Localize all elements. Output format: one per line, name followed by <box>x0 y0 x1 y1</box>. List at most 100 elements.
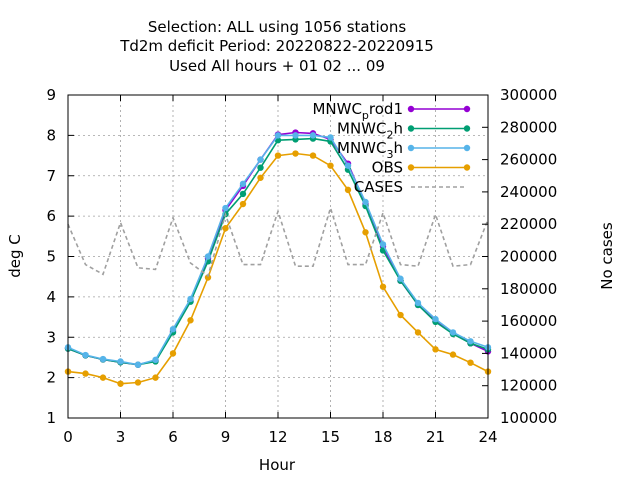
series-point <box>309 152 317 159</box>
series-point <box>82 351 89 359</box>
chart-title: Selection: ALL using 1056 stations Td2m … <box>119 18 434 75</box>
series-point <box>152 356 159 364</box>
series-point <box>432 315 439 323</box>
y-tick-label: 7 <box>46 167 56 185</box>
legend-label: OBS <box>372 159 403 177</box>
legend-marker <box>407 105 415 113</box>
x-axis-label: Hour <box>259 456 296 474</box>
series-layer <box>64 129 492 387</box>
legend-marker <box>463 164 471 171</box>
series-point <box>152 374 159 381</box>
series-point <box>414 299 422 307</box>
series-line <box>67 205 489 278</box>
series-point <box>467 359 474 366</box>
series-point <box>257 156 264 163</box>
x-tick-label: 15 <box>321 428 340 446</box>
series-point <box>239 180 247 188</box>
series-2 <box>64 132 492 368</box>
y2-tick-label: 120000 <box>500 377 557 395</box>
series-point <box>239 190 247 198</box>
y2-tick-label: 280000 <box>500 118 557 136</box>
series-point <box>257 164 264 171</box>
series-point <box>397 275 404 282</box>
y-tick-label: 8 <box>46 126 56 144</box>
y2-tick-label: 160000 <box>500 312 557 330</box>
series-point <box>239 200 247 208</box>
series-point <box>117 358 124 365</box>
y-tick-label: 2 <box>46 369 56 387</box>
series-point <box>117 380 124 387</box>
legend-marker <box>463 105 471 113</box>
x-tick-label: 3 <box>116 428 126 446</box>
series-point <box>222 225 229 232</box>
y2-tick-label: 180000 <box>500 280 557 298</box>
series-point <box>99 374 107 381</box>
x-tick-label: 18 <box>373 428 392 446</box>
y-tick-label: 9 <box>46 86 56 104</box>
legend-marker <box>407 144 415 152</box>
series-point <box>222 204 229 212</box>
series-point <box>309 132 317 139</box>
y-tick-label: 1 <box>46 409 56 427</box>
series-point <box>397 311 404 319</box>
series-point <box>467 338 474 345</box>
y2-tick-label: 240000 <box>500 183 557 201</box>
series-point <box>379 241 387 248</box>
series-point <box>134 361 142 368</box>
series-point <box>187 295 194 303</box>
series-point <box>344 186 352 194</box>
series-point <box>449 351 457 358</box>
series-point <box>274 152 282 159</box>
series-point <box>204 253 212 260</box>
title-line-2: Td2m deficit Period: 20220822-20220915 <box>119 37 434 55</box>
series-point <box>362 198 369 206</box>
series-point <box>82 370 89 377</box>
y2-tick-label: 100000 <box>500 409 557 427</box>
y2-tick-label: 300000 <box>500 86 557 104</box>
x-tick-label: 21 <box>426 428 445 446</box>
legend-label: MNWC3h <box>337 139 403 161</box>
x-tick-label: 9 <box>221 428 231 446</box>
y-tick-label: 4 <box>46 288 56 306</box>
series-point <box>344 162 352 169</box>
legend-marker <box>463 125 471 132</box>
series-4 <box>67 205 489 278</box>
series-point <box>414 329 422 336</box>
x-tick-label: 0 <box>63 428 73 446</box>
series-line <box>67 152 489 385</box>
series-point <box>327 134 334 141</box>
series-point <box>327 162 334 169</box>
series-point <box>99 355 107 363</box>
series-point <box>292 132 299 139</box>
x-tick-label: 12 <box>268 428 287 446</box>
x-tick-label: 24 <box>478 428 497 446</box>
series-point <box>187 317 194 324</box>
ticks: 0 3 6 9 12 15 18 21 2412345678910000012000014000… <box>46 86 557 446</box>
series-point <box>169 325 177 333</box>
title-line-1: Selection: ALL using 1056 stations <box>148 18 407 36</box>
y2-tick-label: 200000 <box>500 248 557 266</box>
series-point <box>432 346 439 353</box>
y2-axis-label: No cases <box>598 222 616 290</box>
series-point <box>362 229 369 236</box>
legend-label: MNWCprod1 <box>312 100 403 122</box>
series-point <box>274 132 282 139</box>
legend-marker <box>463 144 471 152</box>
title-line-3: Used All hours + 01 02 ... 09 <box>169 57 385 75</box>
x-tick-label: 6 <box>168 428 178 446</box>
y-tick-label: 3 <box>46 328 56 346</box>
series-point <box>257 174 264 181</box>
series-point <box>134 379 142 386</box>
y2-tick-label: 140000 <box>500 344 557 362</box>
y-axis-label: deg C <box>6 234 24 278</box>
grid <box>68 95 488 418</box>
y2-tick-label: 260000 <box>500 151 557 169</box>
series-point <box>204 274 212 281</box>
series-point <box>449 329 457 336</box>
legend-label: MNWC2h <box>337 120 403 142</box>
series-point <box>292 150 299 157</box>
y2-tick-label: 220000 <box>500 215 557 233</box>
legend-marker <box>407 164 415 171</box>
